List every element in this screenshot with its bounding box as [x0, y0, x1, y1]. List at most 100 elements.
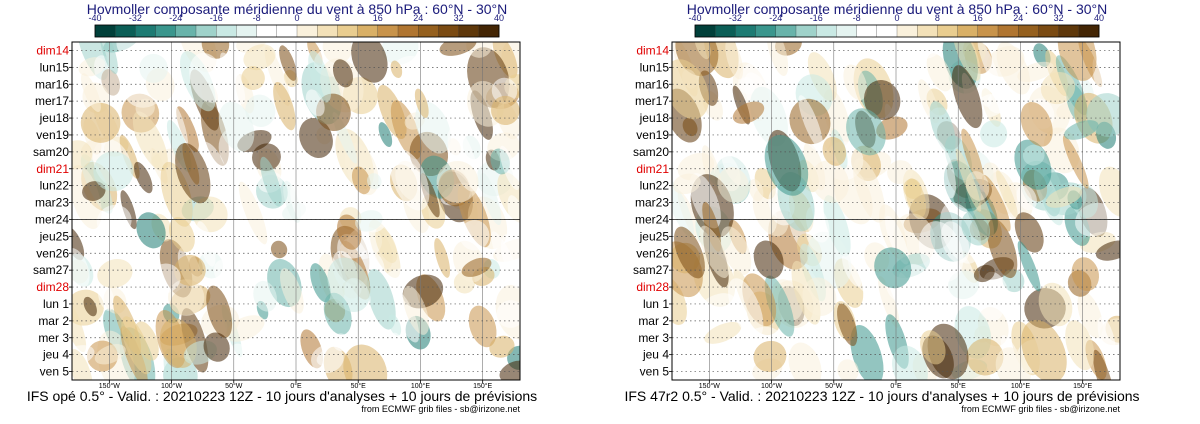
- field-blob: [697, 293, 735, 319]
- colorbar-swatch: [115, 24, 136, 38]
- day-label: mar 2: [38, 314, 69, 328]
- field-blob: [802, 277, 837, 317]
- field-blob: [492, 42, 518, 79]
- field-blob: [1021, 319, 1067, 380]
- colorbar-tick-label: 0: [894, 13, 899, 23]
- field-blob: [822, 136, 847, 166]
- field-blob: [402, 285, 430, 335]
- colorbar-tick-label: 32: [1054, 13, 1064, 23]
- field-blob: [672, 173, 701, 195]
- day-label: ven26: [636, 246, 669, 260]
- day-label: mar23: [35, 196, 69, 210]
- day-label: lun 1: [643, 297, 669, 311]
- field-blob: [99, 42, 118, 75]
- colorbar-tick-label: 8: [335, 13, 340, 23]
- field-blob: [499, 145, 520, 191]
- field-blob: [310, 263, 331, 303]
- colorbar-tick-label: -40: [88, 13, 101, 23]
- field-blob: [290, 177, 327, 233]
- day-label: ven 5: [40, 365, 70, 379]
- field-blob: [391, 332, 406, 356]
- field-blob: [389, 149, 430, 211]
- longitude-tick-label: 50°E: [951, 382, 967, 390]
- field-blob: [322, 42, 353, 64]
- chart-title: Hovmoller composante méridienne du vent …: [87, 1, 508, 17]
- colorbar-tick-label: -16: [210, 13, 223, 23]
- field-blob: [243, 44, 276, 71]
- field-blob: [672, 59, 709, 120]
- field-blob: [72, 295, 87, 353]
- field-blob: [133, 161, 153, 194]
- colorbar-swatch: [755, 24, 777, 38]
- field-blob: [436, 160, 479, 203]
- field-blob: [72, 349, 93, 380]
- field-blob: [1020, 101, 1053, 147]
- field-blob: [94, 344, 126, 365]
- footer-validity: IFS opé 0.5° - Valid. : 20210223 12Z - 1…: [27, 388, 537, 404]
- field-blob: [728, 278, 764, 338]
- field-blob: [260, 156, 282, 207]
- colorbar-swatch: [896, 24, 918, 38]
- field-blob: [837, 359, 859, 380]
- field-blob: [817, 42, 847, 56]
- field-blob: [977, 81, 992, 107]
- field-blob: [378, 122, 393, 148]
- field-blob: [720, 226, 752, 275]
- field-blob: [1038, 282, 1073, 327]
- field-blob: [753, 240, 784, 279]
- field-blob: [168, 279, 205, 316]
- field-blob: [853, 158, 886, 223]
- colorbar-swatch: [957, 24, 979, 38]
- field-blob: [213, 259, 234, 285]
- field-blob: [139, 53, 168, 83]
- field-blob: [842, 253, 862, 287]
- colorbar-swatch: [977, 24, 999, 38]
- longitude-tick-label: 100°E: [1011, 382, 1030, 390]
- wind-field: [672, 42, 1120, 380]
- colorbar-swatch: [397, 24, 419, 38]
- colorbar-swatch: [276, 24, 298, 38]
- chart-title: Hovmoller composante méridienne du vent …: [687, 1, 1108, 17]
- field-blob: [961, 128, 984, 186]
- field-blob: [136, 212, 166, 249]
- field-blob: [273, 81, 296, 131]
- field-blob: [887, 160, 913, 185]
- field-blob: [279, 45, 297, 81]
- field-blob: [93, 151, 134, 192]
- colorbar-tick-label: -24: [169, 13, 182, 23]
- day-label: ven19: [636, 128, 669, 142]
- colorbar-swatch: [795, 24, 817, 38]
- field-blob: [388, 314, 402, 336]
- colorbar-swatch: [694, 24, 716, 38]
- field-blob: [414, 88, 429, 119]
- field-blob: [160, 161, 193, 227]
- longitude-tick-label: 100°W: [761, 382, 782, 390]
- colorbar-swatch: [1058, 24, 1080, 38]
- day-label: ven19: [36, 128, 69, 142]
- longitude-tick-label: 150°W: [99, 382, 120, 390]
- colorbar-swatch: [1078, 24, 1100, 38]
- colorbar-swatch: [997, 24, 1019, 38]
- field-blob: [439, 42, 477, 56]
- colorbar-tick-label: -32: [129, 13, 142, 23]
- field-blob: [1092, 349, 1115, 380]
- field-blob: [206, 285, 233, 338]
- field-blob: [429, 72, 460, 105]
- field-blob: [905, 178, 927, 218]
- field-blob: [980, 120, 1008, 148]
- day-label: dim14: [36, 43, 69, 57]
- field-blob: [823, 195, 851, 257]
- colorbar-swatch: [195, 24, 217, 38]
- field-blob: [270, 240, 288, 259]
- colorbar-tick-label: -8: [853, 13, 861, 23]
- field-blob: [311, 344, 344, 374]
- hovmoller-panel-ifs-47r2: Hovmoller composante méridienne du vent …: [624, 1, 1139, 414]
- colorbar-tick-label: -8: [253, 13, 261, 23]
- longitude-tick-label: 150°W: [699, 382, 720, 390]
- day-label: lun15: [40, 60, 70, 74]
- day-label: mar16: [635, 77, 669, 91]
- field-blob: [489, 335, 515, 358]
- colorbar-tick-label: -16: [810, 13, 823, 23]
- field-blob: [332, 333, 350, 352]
- colorbar-swatch: [917, 24, 938, 38]
